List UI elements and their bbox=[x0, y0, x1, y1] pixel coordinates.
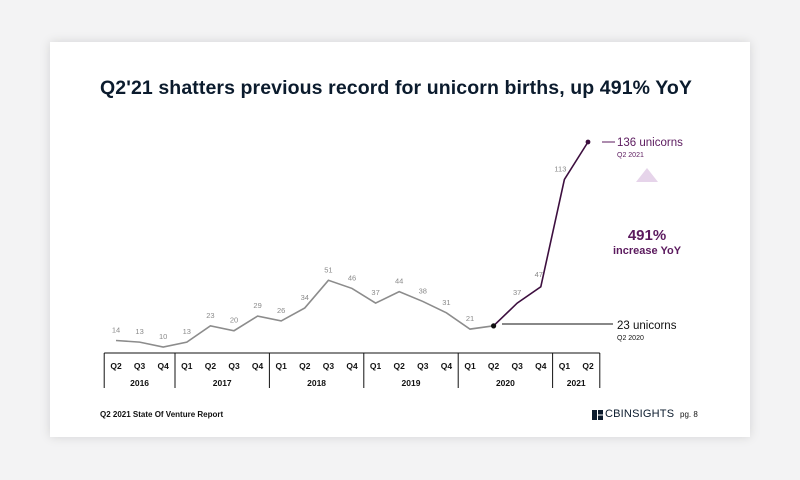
data-label: 46 bbox=[348, 273, 356, 282]
data-label: 10 bbox=[159, 332, 167, 341]
report-name: Q2 2021 State Of Venture Report bbox=[100, 410, 224, 419]
series-line-highlight bbox=[493, 141, 589, 327]
quarter-tick-label: Q2 bbox=[299, 361, 311, 371]
start-quarter-label: Q2 2020 bbox=[617, 335, 644, 342]
quarter-tick-label: Q3 bbox=[323, 361, 335, 371]
quarter-tick-label: Q2 bbox=[394, 361, 406, 371]
data-label: 44 bbox=[395, 277, 403, 286]
quarter-tick-label: Q3 bbox=[134, 361, 146, 371]
year-tick-label: 2019 bbox=[402, 378, 421, 388]
end-quarter-label: Q2 2021 bbox=[617, 152, 644, 159]
cbinsights-logo-icon bbox=[592, 408, 604, 420]
data-label: 38 bbox=[419, 286, 427, 295]
quarter-tick-label: Q3 bbox=[512, 361, 524, 371]
series-line-historic bbox=[115, 279, 494, 348]
year-tick-label: 2021 bbox=[567, 378, 586, 388]
data-label: 14 bbox=[112, 325, 120, 334]
data-label: 113 bbox=[554, 164, 566, 173]
quarter-tick-label: Q2 bbox=[110, 361, 122, 371]
data-label: 20 bbox=[230, 316, 238, 325]
quarter-tick-label: Q4 bbox=[346, 361, 358, 371]
data-label: 23 bbox=[206, 311, 214, 320]
logo-text: CBINSIGHTS bbox=[605, 408, 675, 420]
page-title: Q2'21 shatters previous record for unico… bbox=[100, 77, 693, 99]
quarter-tick-label: Q1 bbox=[559, 361, 571, 371]
growth-text-label: increase YoY bbox=[613, 245, 682, 257]
start-value-label: 23 unicorns bbox=[617, 320, 677, 332]
data-label: 37 bbox=[513, 288, 521, 297]
data-label: 34 bbox=[301, 293, 309, 302]
start-point-marker bbox=[491, 323, 497, 329]
year-tick-label: 2020 bbox=[496, 378, 515, 388]
quarter-tick-label: Q2 bbox=[488, 361, 500, 371]
quarter-tick-label: Q4 bbox=[535, 361, 547, 371]
quarter-tick-label: Q4 bbox=[441, 361, 453, 371]
slide: Q2'21 shatters previous record for unico… bbox=[50, 42, 750, 437]
data-label: 31 bbox=[442, 298, 450, 307]
cbinsights-logo: CBINSIGHTS bbox=[592, 407, 674, 421]
quarter-tick-label: Q1 bbox=[464, 361, 476, 371]
end-value-label: 136 unicorns bbox=[617, 137, 683, 149]
growth-percent-label: 491% bbox=[628, 227, 666, 244]
quarter-tick-label: Q4 bbox=[252, 361, 264, 371]
data-label: 47 bbox=[535, 270, 543, 279]
quarter-tick-label: Q2 bbox=[582, 361, 594, 371]
page-number: pg. 8 bbox=[680, 410, 698, 419]
data-label: 26 bbox=[277, 306, 285, 315]
data-label: 13 bbox=[183, 327, 191, 336]
growth-arrow-head-icon bbox=[636, 168, 658, 182]
quarter-tick-label: Q1 bbox=[181, 361, 193, 371]
data-label: 29 bbox=[253, 301, 261, 310]
year-tick-label: 2017 bbox=[213, 378, 232, 388]
data-label: 37 bbox=[371, 288, 379, 297]
quarter-tick-label: Q2 bbox=[205, 361, 217, 371]
data-label: 13 bbox=[135, 327, 143, 336]
quarter-tick-label: Q3 bbox=[417, 361, 429, 371]
quarter-tick-label: Q1 bbox=[370, 361, 382, 371]
year-tick-label: 2016 bbox=[130, 378, 149, 388]
year-tick-label: 2018 bbox=[307, 378, 326, 388]
quarter-tick-label: Q1 bbox=[276, 361, 288, 371]
data-label: 21 bbox=[466, 314, 474, 323]
data-label: 51 bbox=[324, 265, 332, 274]
end-point-marker bbox=[585, 139, 591, 145]
quarter-tick-label: Q3 bbox=[228, 361, 240, 371]
quarter-tick-label: Q4 bbox=[158, 361, 170, 371]
